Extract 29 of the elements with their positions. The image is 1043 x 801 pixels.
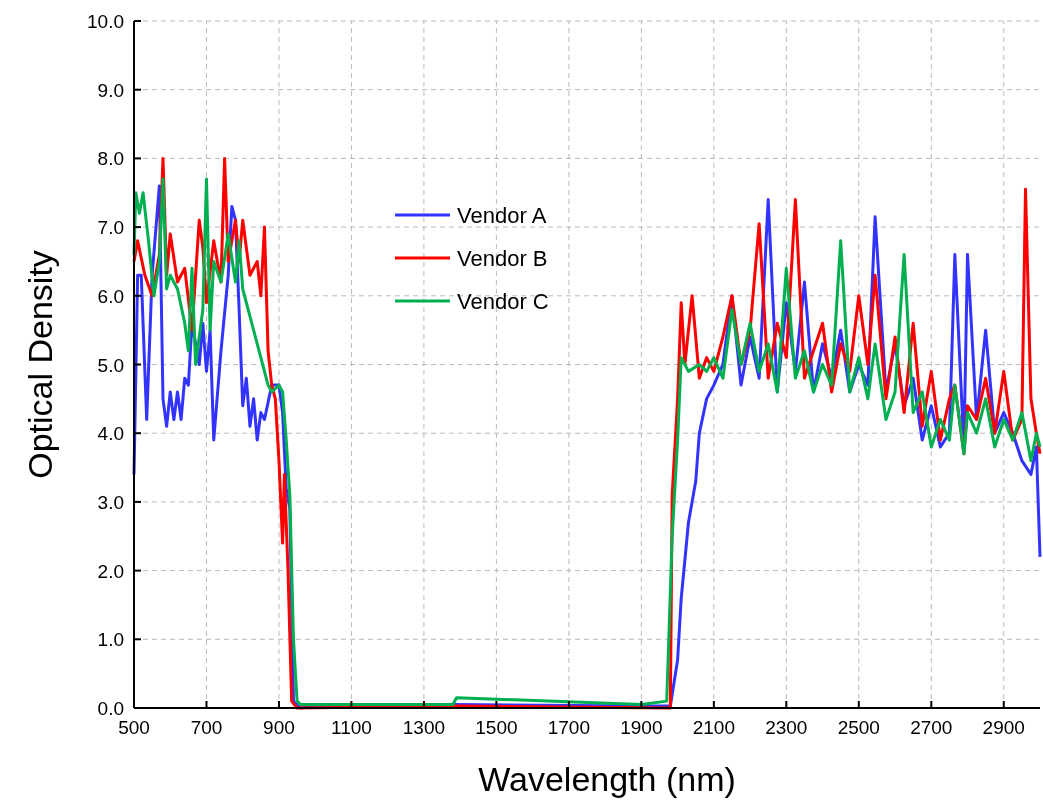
legend-label: Vendor A (457, 203, 547, 228)
y-tick-label: 2.0 (97, 560, 124, 582)
y-tick-label: 8.0 (97, 148, 124, 170)
x-tick-label: 1500 (475, 717, 518, 738)
y-tick-label: 10.0 (87, 11, 124, 32)
y-axis-title: Optical Density (21, 250, 59, 479)
y-tick-label: 5.0 (97, 354, 124, 376)
x-tick-label: 1300 (402, 717, 446, 738)
x-tick-label: 1100 (331, 717, 372, 738)
x-tick-label: 2700 (910, 717, 953, 738)
x-tick-label: 500 (118, 717, 150, 738)
x-axis-title: Wavelength (nm) (478, 760, 736, 798)
x-tick-label: 2500 (837, 717, 880, 738)
y-tick-label: 9.0 (97, 79, 124, 101)
x-tick-label: 700 (190, 717, 223, 738)
x-tick-label: 2300 (765, 717, 808, 738)
y-tick-label: 0.0 (97, 698, 124, 719)
y-tick-label: 6.0 (97, 285, 124, 307)
legend-label: Vendor B (457, 246, 548, 271)
y-tick-label: 1.0 (97, 629, 124, 651)
x-tick-label: 1900 (620, 717, 663, 738)
x-tick-label: 2100 (692, 717, 735, 738)
y-tick-label: 3.0 (97, 491, 124, 513)
legend-label: Vendor C (457, 289, 549, 314)
x-tick-label: 900 (263, 717, 295, 738)
x-tick-label: 1700 (547, 717, 591, 738)
x-tick-label: 2900 (982, 717, 1025, 738)
y-tick-label: 4.0 (97, 423, 124, 445)
y-tick-label: 7.0 (97, 217, 124, 239)
